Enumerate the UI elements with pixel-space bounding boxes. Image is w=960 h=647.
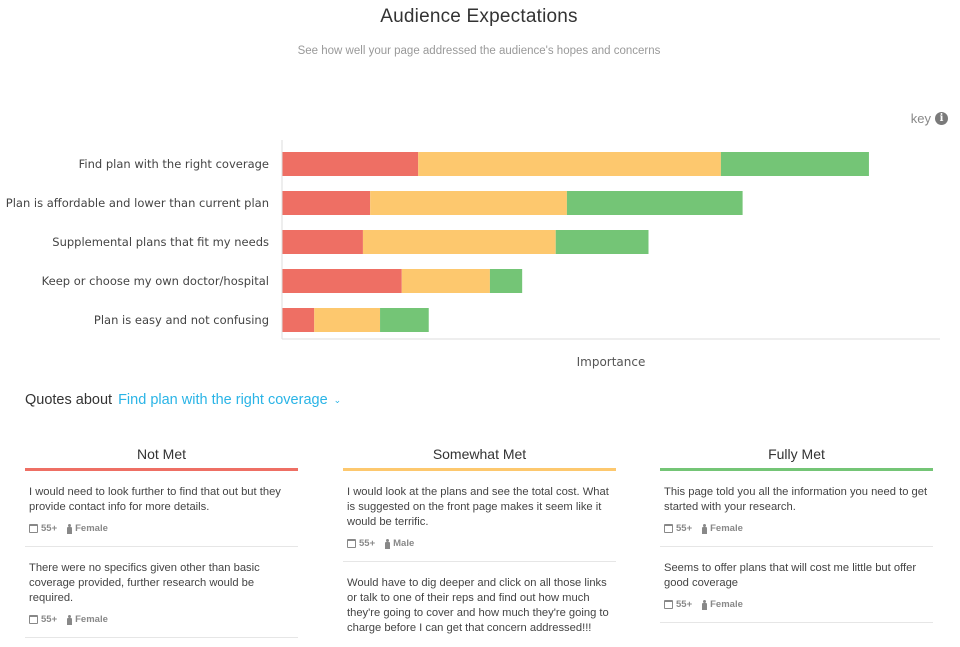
quote-text: Would have to dig deeper and click on al… bbox=[347, 577, 609, 634]
quote-text: This page told you all the information y… bbox=[664, 486, 928, 513]
quote-meta: 55+ Female bbox=[664, 523, 929, 534]
x-axis-title: Importance bbox=[577, 355, 646, 369]
bar-somewhat-met[interactable] bbox=[401, 269, 490, 293]
quote-text: There were no specifics given other than… bbox=[29, 562, 260, 604]
quote-meta: 55+ Female bbox=[29, 614, 294, 625]
column-heading: Fully Met bbox=[660, 444, 933, 471]
category-label: Plan is easy and not confusing bbox=[94, 313, 269, 327]
age: 55+ bbox=[676, 523, 693, 534]
bar-fully-met[interactable] bbox=[720, 152, 869, 176]
quote-item: I would look at the plans and see the to… bbox=[343, 471, 616, 562]
quotes-about-label: Quotes about bbox=[25, 392, 113, 408]
person-icon bbox=[702, 599, 708, 610]
bar-fully-met[interactable] bbox=[489, 269, 523, 293]
quotes-about: Quotes about Find plan with the right co… bbox=[25, 392, 341, 408]
person-icon bbox=[67, 523, 73, 534]
category-label: Plan is affordable and lower than curren… bbox=[6, 196, 269, 210]
calendar-icon bbox=[29, 615, 38, 624]
column-somewhat-met: Somewhat Met I would look at the plans a… bbox=[343, 444, 616, 647]
bar-not-met[interactable] bbox=[282, 152, 419, 176]
gender: Female bbox=[710, 599, 743, 610]
bar-not-met[interactable] bbox=[282, 269, 402, 293]
info-icon: i bbox=[935, 112, 948, 125]
column-fully-met: Fully Met This page told you all the inf… bbox=[660, 444, 933, 623]
gender: Female bbox=[75, 614, 108, 625]
quote-item: Would have to dig deeper and click on al… bbox=[343, 562, 616, 647]
bar-not-met[interactable] bbox=[282, 230, 363, 254]
expectation-selector[interactable]: Find plan with the right coverage ⌄ bbox=[118, 392, 341, 408]
bar-fully-met[interactable] bbox=[566, 191, 743, 215]
quote-item: There were no specifics given other than… bbox=[25, 547, 298, 638]
gender: Female bbox=[75, 523, 108, 534]
person-icon bbox=[385, 538, 391, 549]
age: 55+ bbox=[676, 599, 693, 610]
bar-somewhat-met[interactable] bbox=[418, 152, 721, 176]
bar-not-met[interactable] bbox=[282, 191, 371, 215]
quote-text: I would need to look further to find tha… bbox=[29, 486, 281, 513]
quote-meta: 55+ Female bbox=[29, 523, 294, 534]
quote-meta: 55+ Male bbox=[347, 538, 612, 549]
bar-fully-met[interactable] bbox=[555, 230, 649, 254]
quote-text: Seems to offer plans that will cost me l… bbox=[664, 562, 917, 589]
quote-meta: 55+ Female bbox=[664, 599, 929, 610]
column-heading: Somewhat Met bbox=[343, 444, 616, 471]
column-heading: Not Met bbox=[25, 444, 298, 471]
bar-somewhat-met[interactable] bbox=[362, 230, 556, 254]
quote-text: I would look at the plans and see the to… bbox=[347, 486, 609, 528]
bar-somewhat-met[interactable] bbox=[370, 191, 567, 215]
calendar-icon bbox=[29, 524, 38, 533]
bar-not-met[interactable] bbox=[282, 308, 315, 332]
category-label: Keep or choose my own doctor/hospital bbox=[42, 274, 269, 288]
calendar-icon bbox=[347, 539, 356, 548]
bars bbox=[282, 152, 869, 332]
category-label: Find plan with the right coverage bbox=[79, 157, 269, 171]
expectations-chart: Find plan with the right coverage Plan is… bbox=[6, 140, 940, 369]
calendar-icon bbox=[664, 600, 673, 609]
bar-fully-met[interactable] bbox=[380, 308, 429, 332]
key-button[interactable]: key i bbox=[911, 111, 948, 126]
page-subtitle: See how well your page addressed the aud… bbox=[297, 45, 661, 57]
key-label: key bbox=[910, 111, 931, 126]
category-label: Supplemental plans that fit my needs bbox=[52, 235, 269, 249]
quote-item: This page told you all the information y… bbox=[660, 471, 933, 547]
person-icon bbox=[67, 614, 73, 625]
selected-expectation: Find plan with the right coverage bbox=[118, 392, 328, 408]
quote-item: I would need to look further to find tha… bbox=[25, 471, 298, 547]
page-title: Audience Expectations bbox=[380, 6, 578, 27]
chevron-down-icon: ⌄ bbox=[333, 394, 342, 405]
age: 55+ bbox=[359, 538, 376, 549]
gender: Female bbox=[710, 523, 743, 534]
age: 55+ bbox=[41, 614, 58, 625]
gender: Male bbox=[393, 538, 415, 549]
quote-item: Seems to offer plans that will cost me l… bbox=[660, 547, 933, 623]
calendar-icon bbox=[664, 524, 673, 533]
age: 55+ bbox=[41, 523, 58, 534]
column-not-met: Not Met I would need to look further to … bbox=[25, 444, 298, 638]
person-icon bbox=[702, 523, 708, 534]
bar-somewhat-met[interactable] bbox=[314, 308, 381, 332]
category-labels: Find plan with the right coverage Plan is… bbox=[6, 157, 269, 327]
